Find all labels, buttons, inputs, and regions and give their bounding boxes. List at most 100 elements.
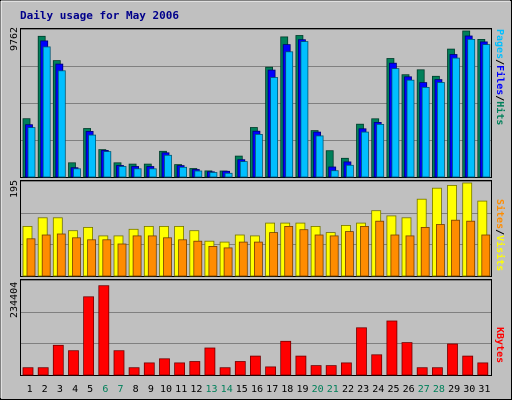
- bar-kbytes-day-15: [234, 361, 246, 376]
- bar-sites-day-1: [26, 238, 36, 277]
- bar-sites-day-30: [466, 220, 476, 277]
- bar-sites-day-21: [329, 235, 339, 277]
- bar-sites-day-28: [435, 224, 445, 277]
- bar-kbytes-day-9: [143, 362, 155, 376]
- bar-sites-day-19: [299, 229, 309, 277]
- bar-pages-day-19: [300, 41, 309, 178]
- bar-kbytes-day-27: [416, 367, 428, 376]
- bar-sites-day-12: [193, 240, 203, 277]
- bar-pages-day-1: [27, 127, 36, 178]
- kbytes-panel-side-label: KBytes: [494, 327, 505, 363]
- bar-pages-day-22: [345, 164, 354, 178]
- bar-pages-day-6: [103, 151, 112, 178]
- bar-kbytes-day-1: [22, 367, 34, 376]
- bar-sites-day-22: [344, 231, 354, 277]
- bar-pages-day-5: [88, 134, 96, 178]
- bar-pages-day-17: [270, 77, 279, 178]
- bar-kbytes-day-31: [477, 362, 489, 376]
- bar-pages-day-13: [209, 172, 218, 178]
- bar-kbytes-day-24: [371, 354, 383, 376]
- bar-kbytes-day-4: [68, 350, 79, 376]
- bar-kbytes-day-17: [265, 366, 277, 376]
- day-label-7: 7: [117, 384, 123, 395]
- bar-pages-day-27: [421, 87, 430, 178]
- hits-panel-max-label: 9762: [9, 27, 20, 51]
- bar-pages-day-8: [133, 168, 142, 178]
- bar-sites-day-17: [269, 232, 279, 277]
- bar-sites-day-25: [390, 234, 400, 277]
- day-label-25: 25: [387, 384, 399, 395]
- bar-pages-day-3: [57, 70, 66, 178]
- day-label-10: 10: [160, 384, 172, 395]
- bar-pages-day-4: [73, 168, 81, 178]
- bar-sites-day-23: [360, 225, 369, 277]
- bar-pages-day-11: [179, 166, 188, 178]
- side-label-separator: /: [494, 95, 505, 101]
- bar-sites-day-18: [284, 225, 294, 277]
- side-label-files: Files: [494, 65, 506, 95]
- day-label-18: 18: [281, 384, 293, 395]
- bar-kbytes-day-3: [52, 344, 64, 376]
- bar-pages-day-25: [391, 68, 400, 178]
- bar-sites-day-7: [117, 243, 127, 277]
- day-label-24: 24: [372, 384, 384, 395]
- bar-pages-day-12: [194, 170, 203, 178]
- bar-kbytes-day-19: [295, 355, 307, 376]
- bar-sites-day-29: [451, 219, 460, 277]
- bar-pages-day-20: [315, 135, 324, 178]
- chart-title: Daily usage for May 2006: [20, 9, 179, 22]
- bar-kbytes-day-28: [431, 367, 443, 376]
- day-label-14: 14: [221, 384, 233, 395]
- bar-pages-day-29: [452, 57, 460, 178]
- day-label-21: 21: [327, 384, 339, 395]
- bar-pages-day-9: [148, 168, 157, 178]
- day-label-1: 1: [27, 384, 33, 395]
- bar-kbytes-day-30: [462, 355, 474, 376]
- bar-kbytes-day-12: [189, 361, 201, 376]
- bar-pages-day-16: [254, 133, 263, 178]
- bar-kbytes-day-20: [310, 365, 322, 376]
- bar-kbytes-day-2: [37, 367, 49, 376]
- day-label-2: 2: [42, 384, 48, 395]
- bar-sites-day-31: [481, 234, 491, 277]
- bar-kbytes-day-16: [249, 355, 261, 376]
- bar-sites-day-4: [72, 237, 81, 277]
- visits-panel-side-label: Sites/Visits: [494, 199, 506, 271]
- bar-pages-day-18: [285, 51, 294, 178]
- day-label-28: 28: [433, 384, 445, 395]
- bar-pages-day-21: [330, 170, 339, 178]
- day-label-9: 9: [148, 384, 154, 395]
- bar-sites-day-20: [314, 234, 324, 277]
- bar-sites-day-6: [102, 239, 112, 277]
- bar-kbytes-day-26: [401, 342, 413, 376]
- bar-pages-day-31: [482, 44, 491, 178]
- day-label-6: 6: [102, 384, 108, 395]
- bar-kbytes-day-6: [98, 285, 110, 376]
- side-label-pages: Pages: [494, 29, 505, 59]
- bar-sites-day-8: [132, 235, 142, 277]
- bar-kbytes-day-10: [159, 358, 170, 376]
- bar-pages-day-10: [164, 154, 172, 178]
- bar-pages-day-15: [239, 161, 248, 178]
- day-label-12: 12: [190, 384, 202, 395]
- bar-pages-day-24: [376, 124, 385, 178]
- bars-layer: [22, 30, 491, 376]
- bar-kbytes-day-29: [447, 343, 458, 376]
- bar-sites-day-10: [163, 237, 172, 277]
- bar-sites-day-24: [375, 220, 385, 277]
- bar-kbytes-day-13: [204, 347, 216, 376]
- day-label-13: 13: [205, 384, 217, 395]
- day-label-15: 15: [236, 384, 248, 395]
- bar-sites-day-3: [56, 233, 66, 277]
- day-label-30: 30: [463, 384, 475, 395]
- bar-sites-day-26: [405, 235, 415, 277]
- day-label-27: 27: [418, 384, 430, 395]
- bar-kbytes-day-22: [340, 362, 352, 376]
- day-label-8: 8: [133, 384, 139, 395]
- hits-panel-side-label: Pages/Files/Hits: [494, 29, 506, 125]
- bar-sites-day-11: [178, 239, 188, 277]
- day-label-19: 19: [296, 384, 308, 395]
- day-labels: 1 2 3 4 5 6 7 8 9 10 11 12 13 14 15 16 17 18 19 20 21 22 23 24 2…: [27, 384, 491, 395]
- side-label-hits: Hits: [494, 101, 506, 125]
